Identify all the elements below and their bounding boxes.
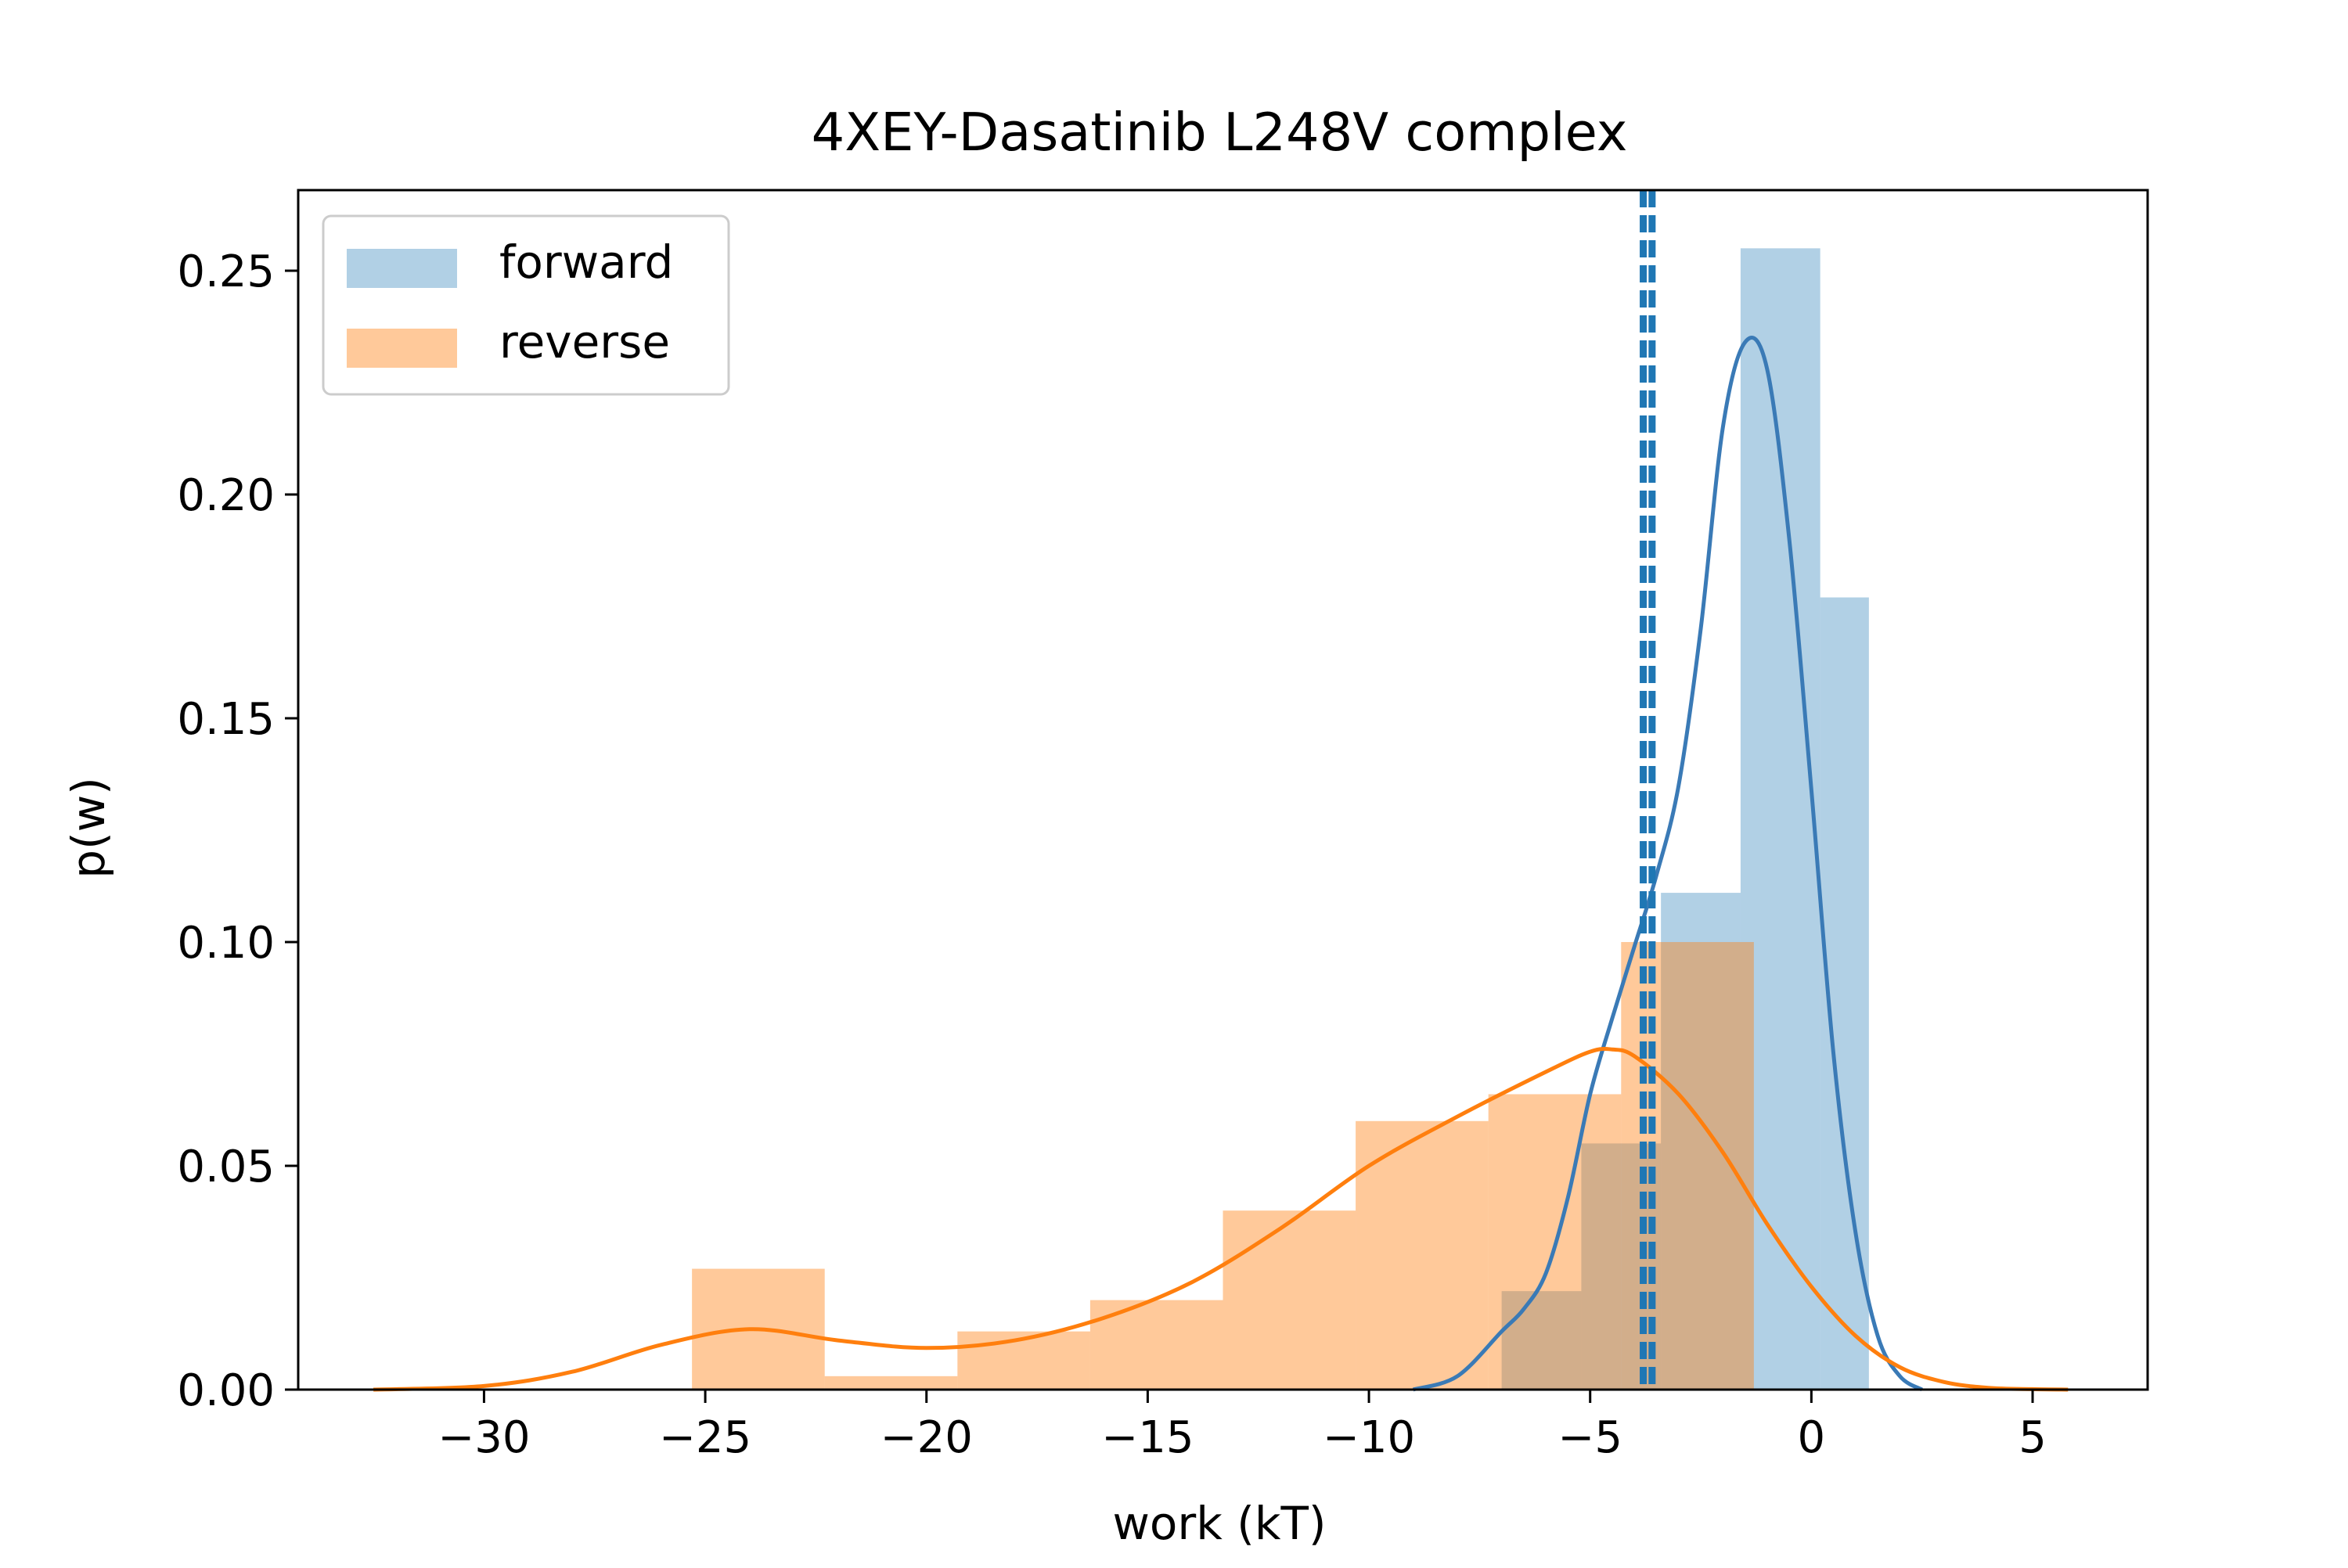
x-tick-label: −25 xyxy=(659,1412,751,1463)
x-tick-label: −5 xyxy=(1558,1412,1622,1463)
x-tick-label: −10 xyxy=(1323,1412,1415,1463)
y-tick-label: 0.25 xyxy=(177,246,275,297)
x-tick-label: 5 xyxy=(2018,1412,2047,1463)
y-tick-label: 0.00 xyxy=(177,1365,275,1416)
x-tick-label: −20 xyxy=(880,1412,973,1463)
legend: forward reverse xyxy=(323,216,729,394)
reverse-bar xyxy=(1090,1300,1223,1390)
reverse-bar xyxy=(1223,1210,1356,1390)
reverse-bar xyxy=(825,1376,958,1390)
y-tick-label: 0.05 xyxy=(177,1142,275,1192)
y-axis-label: p(w) xyxy=(62,777,115,879)
chart-title: 4XEY-Dasatinib L248V complex xyxy=(812,102,1628,163)
x-tick-label: 0 xyxy=(1798,1412,1826,1463)
y-tick-label: 0.10 xyxy=(177,918,275,969)
legend-swatch-reverse xyxy=(347,329,457,368)
x-tick-label: −15 xyxy=(1101,1412,1194,1463)
y-tick-label: 0.20 xyxy=(177,470,275,521)
y-tick-label: 0.15 xyxy=(177,694,275,745)
legend-label-forward: forward xyxy=(499,236,673,289)
legend-label-reverse: reverse xyxy=(499,315,670,369)
legend-swatch-forward xyxy=(347,249,457,288)
x-tick-label: −30 xyxy=(438,1412,530,1463)
x-axis-label: work (kT) xyxy=(1112,1497,1326,1550)
